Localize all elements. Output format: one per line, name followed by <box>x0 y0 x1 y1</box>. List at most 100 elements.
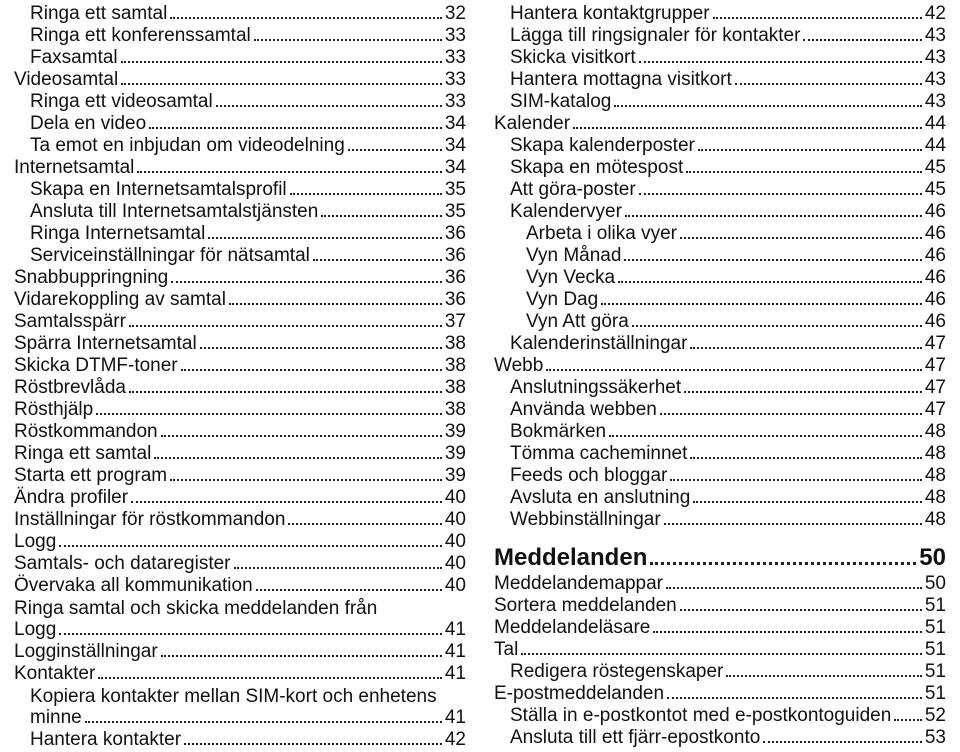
toc-entry: Webbinställningar48 <box>494 510 946 532</box>
toc-entry-page: 36 <box>445 246 466 265</box>
toc-entry-label: Ringa samtal och skicka meddelanden från <box>14 598 377 619</box>
toc-entry-page: 40 <box>445 576 466 595</box>
toc-entry-page: 33 <box>445 70 466 89</box>
toc-entry-label: Röstkommandon <box>14 422 158 441</box>
toc-entry-label: Övervaka all kommunikation <box>14 576 253 595</box>
toc-entry-label: Faxsamtal <box>30 48 118 67</box>
toc-entry: Arbeta i olika vyer46 <box>494 224 946 246</box>
toc-entry-label: Ta emot en inbjudan om videodelning <box>30 136 345 155</box>
leader-dots <box>181 359 442 371</box>
leader-dots <box>348 139 442 151</box>
leader-dots <box>121 51 442 63</box>
toc-entry-label: Använda webben <box>510 400 657 419</box>
toc-entry: Hantera kontakter42 <box>14 730 466 752</box>
toc-entry-label: Vyn Vecka <box>526 268 615 287</box>
leader-dots <box>763 731 922 743</box>
toc-entry: Skapa kalenderposter44 <box>494 136 946 158</box>
toc-entry: Ringa ett samtal32 <box>14 4 466 26</box>
toc-entry-page: 40 <box>445 532 466 551</box>
leader-dots <box>698 139 922 151</box>
leader-dots <box>321 205 442 217</box>
toc-entry-label: Webb <box>494 356 543 375</box>
toc-entry: Lägga till ringsignaler för kontakter 43 <box>494 26 946 48</box>
toc-entry-page: 34 <box>445 158 466 177</box>
toc-entry: Ringa ett konferenssamtal33 <box>14 26 466 48</box>
toc-entry-page: 34 <box>445 136 466 155</box>
toc-entry-label: Avsluta en anslutning <box>510 488 690 507</box>
toc-entry-label: Feeds och bloggar <box>510 466 667 485</box>
toc-entry-page: 43 <box>925 48 946 67</box>
toc-entry-page: 46 <box>925 268 946 287</box>
leader-dots <box>680 599 922 611</box>
toc-entry-page: 51 <box>925 596 946 615</box>
toc-entry: Ta emot en inbjudan om videodelning 34 <box>14 136 466 158</box>
toc-entry-label: Ringa ett samtal <box>14 444 151 463</box>
toc-entry-label: Samtalsspärr <box>14 312 126 331</box>
toc-entry-label: Kalender <box>494 114 570 133</box>
toc-entry-page: 52 <box>925 706 946 725</box>
toc-entry: Internetsamtal34 <box>14 158 466 180</box>
toc-entry-page: 41 <box>445 642 466 661</box>
toc-entry-page: 44 <box>925 114 946 133</box>
leader-dots <box>639 51 922 63</box>
leader-dots <box>693 491 922 503</box>
toc-entry-label: Vyn Att göra <box>526 312 629 331</box>
leader-dots <box>546 359 922 371</box>
toc-entry-label: Anslutningssäkerhet <box>510 378 681 397</box>
leader-dots <box>680 227 922 239</box>
leader-dots <box>170 469 442 481</box>
toc-entry-label: Hantera kontakter <box>30 730 181 749</box>
toc-entry: Redigera röstegenskaper51 <box>494 662 946 684</box>
toc-entry: Snabbuppringning36 <box>14 268 466 290</box>
leader-dots <box>170 7 442 19</box>
toc-entry-page: 37 <box>445 312 466 331</box>
toc-entry: Kalenderinställningar47 <box>494 334 946 356</box>
toc-entry-label: Skapa en Internetsamtalsprofil <box>30 180 287 199</box>
toc-entry: Ansluta till Internetsamtalstjänsten35 <box>14 202 466 224</box>
toc-entry-label: Lägga till ringsignaler för kontakter <box>510 26 800 45</box>
toc-entry-label: Skapa kalenderposter <box>510 136 695 155</box>
leader-dots <box>686 161 922 173</box>
leader-dots <box>653 621 922 633</box>
leader-dots <box>234 557 442 569</box>
toc-entry-label: Hantera mottagna visitkort <box>510 70 732 89</box>
leader-dots <box>85 711 442 723</box>
toc-entry: Kontakter41 <box>14 664 466 686</box>
toc-section: Meddelanden50 <box>494 546 946 574</box>
toc-entry-page: 46 <box>925 290 946 309</box>
toc-entry: minne41 <box>14 708 466 730</box>
toc-entry-label: Ändra profiler <box>14 488 128 507</box>
toc-entry: Vyn Dag46 <box>494 290 946 312</box>
leader-dots <box>614 95 921 107</box>
leader-dots <box>625 205 922 217</box>
toc-entry: Logginställningar41 <box>14 642 466 664</box>
toc-entry-page: 40 <box>445 488 466 507</box>
leader-dots <box>171 271 442 283</box>
toc-entry: Meddelandemappar50 <box>494 574 946 596</box>
toc-entry: Övervaka all kommunikation 40 <box>14 576 466 598</box>
toc-entry-label: Ringa ett videosamtal <box>30 92 213 111</box>
leader-dots <box>713 7 922 19</box>
toc-entry: Starta ett program39 <box>14 466 466 488</box>
leader-dots <box>254 29 442 41</box>
leader-dots <box>735 73 922 85</box>
toc-entry: Bokmärken48 <box>494 422 946 444</box>
toc-entry: Röstkommandon39 <box>14 422 466 444</box>
toc-entry-page: 43 <box>925 26 946 45</box>
toc-entry-label: Arbeta i olika vyer <box>526 224 677 243</box>
toc-entry-page: 40 <box>445 510 466 529</box>
toc-entry-label: Vidarekoppling av samtal <box>14 290 226 309</box>
toc-entry-page: 38 <box>445 334 466 353</box>
leader-dots <box>650 549 916 565</box>
leader-dots <box>149 117 442 129</box>
toc-entry: Spärra Internetsamtal 38 <box>14 334 466 356</box>
toc-entry: Webb47 <box>494 356 946 378</box>
toc-entry: Tömma cacheminnet48 <box>494 444 946 466</box>
toc-entry-page: 38 <box>445 356 466 375</box>
toc-entry-page: 51 <box>925 662 946 681</box>
toc-entry-page: 46 <box>925 202 946 221</box>
toc-entry: Samtalsspärr 37 <box>14 312 466 334</box>
toc-entry-label: Spärra Internetsamtal <box>14 334 197 353</box>
toc-entry-label: Ställa in e-postkontot med e-postkontogu… <box>510 706 891 725</box>
toc-entry: Ringa ett samtal39 <box>14 444 466 466</box>
